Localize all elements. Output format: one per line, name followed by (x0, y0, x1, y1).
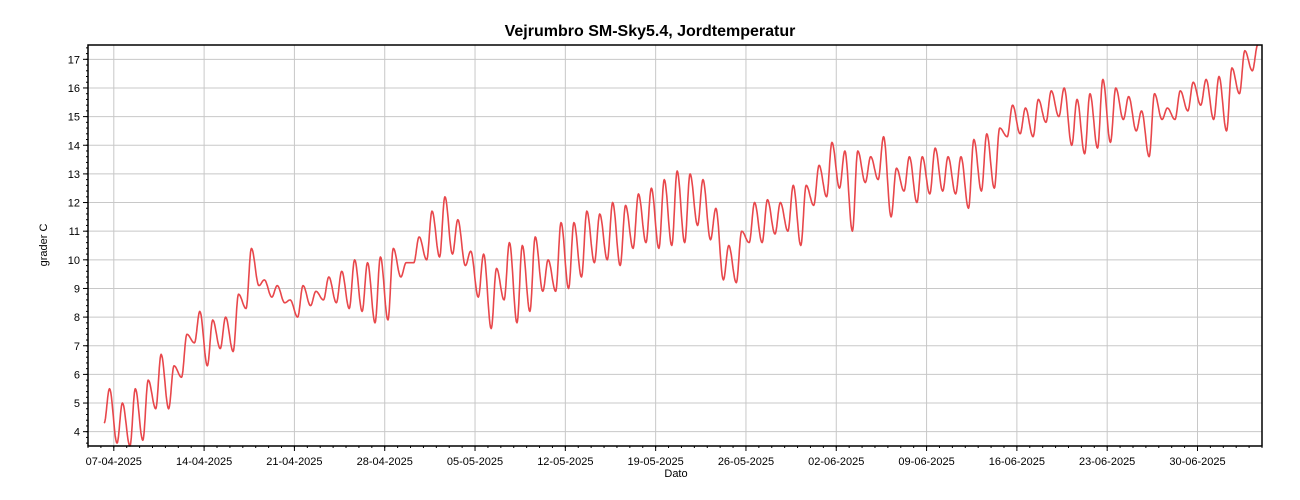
x-tick-label: 30-06-2025 (1169, 456, 1225, 468)
y-tick-label: 9 (74, 283, 80, 295)
x-tick-label: 02-06-2025 (808, 456, 864, 468)
x-tick-label: 26-05-2025 (718, 456, 774, 468)
chart-title: Vejrumbro SM-Sky5.4, Jordtemperatur (505, 23, 796, 40)
series-layer (103, 44, 1259, 447)
y-tick-label: 12 (68, 198, 80, 210)
y-tick-label: 7 (74, 341, 80, 353)
y-tick-label: 15 (68, 112, 80, 124)
x-tick-label: 12-05-2025 (537, 456, 593, 468)
y-tick-label: 17 (68, 54, 80, 66)
y-tick-label: 5 (74, 398, 80, 410)
y-tick-label: 4 (74, 427, 80, 439)
y-tick-label: 6 (74, 369, 80, 381)
grid-layer (88, 45, 1262, 446)
x-tick-label: 23-06-2025 (1079, 456, 1135, 468)
y-tick-label: 11 (69, 226, 80, 238)
y-axis-label: grader C (38, 224, 50, 267)
y-tick-label: 8 (74, 312, 80, 324)
x-tick-label: 19-05-2025 (628, 456, 684, 468)
series-line-0 (103, 44, 1259, 447)
x-tick-label: 05-05-2025 (447, 456, 503, 468)
y-tick-label: 13 (68, 169, 80, 181)
x-axis-label: Dato (664, 468, 687, 480)
x-tick-label: 16-06-2025 (989, 456, 1045, 468)
y-tick-label: 16 (68, 83, 80, 95)
axis-layer: 4 5 6 7 8 9 10 11 12 13 14 15 16 17 07-04-2025 14-04-20… (68, 47, 1263, 468)
y-tick-label: 14 (68, 140, 80, 152)
x-tick-label: 07-04-2025 (86, 456, 142, 468)
x-tick-label: 21-04-2025 (266, 456, 322, 468)
x-tick-label: 28-04-2025 (357, 456, 413, 468)
y-tick-label: 10 (68, 255, 80, 267)
x-tick-label: 09-06-2025 (898, 456, 954, 468)
plot-frame (87, 44, 1263, 447)
x-tick-label: 14-04-2025 (176, 456, 232, 468)
